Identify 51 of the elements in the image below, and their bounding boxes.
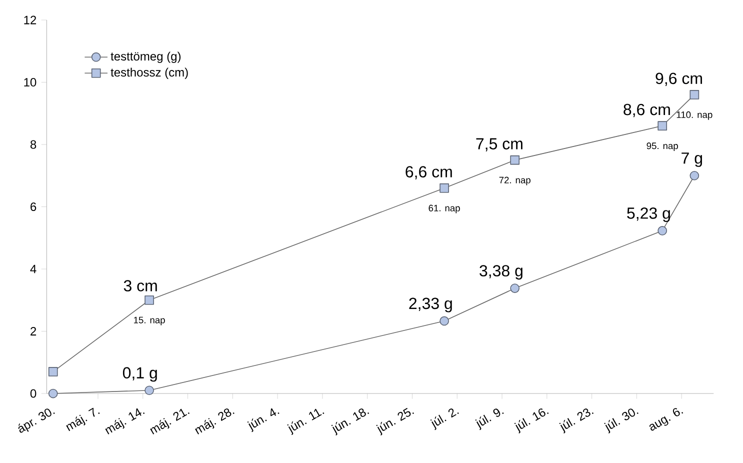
- legend-label: testtömeg (g): [110, 52, 181, 63]
- x-tick-label: júl. 23.: [559, 408, 594, 434]
- y-tick-label: 6: [30, 202, 36, 212]
- point: [144, 296, 154, 305]
- point: [48, 367, 58, 376]
- point: [440, 183, 449, 193]
- data-label: 3,38 g: [480, 265, 522, 280]
- annotation: 72. nap: [499, 176, 530, 186]
- y-tick-label: 2: [30, 327, 36, 336]
- data-label: 0,1 g: [122, 367, 157, 382]
- point: [690, 90, 700, 100]
- x-tick-label: jún. 4.: [247, 408, 280, 432]
- data-label: 7,5 cm: [476, 138, 522, 152]
- annotation: 61. nap: [428, 204, 460, 214]
- point: [658, 121, 668, 131]
- data-label: 5,23 g: [627, 208, 670, 222]
- point: [440, 316, 449, 326]
- annotation: 95. nap: [646, 142, 678, 152]
- x-tick-label: máj. 14.: [105, 408, 145, 434]
- x-tick-label: máj. 28.: [194, 408, 234, 434]
- y-tick-label: 12: [24, 16, 36, 24]
- point: [48, 388, 58, 398]
- y-tick-label: 8: [30, 140, 36, 149]
- y-tick-label: 0: [30, 389, 36, 398]
- x-tick-label: ápr. 30.: [18, 408, 55, 433]
- annotation: 15. nap: [134, 316, 165, 326]
- data-label: 8,6 cm: [624, 104, 670, 118]
- x-tick-label: júl. 2.: [430, 408, 459, 430]
- point: [510, 155, 520, 165]
- point: [658, 226, 668, 236]
- data-label: 6,6 cm: [406, 166, 452, 180]
- x-tick-label: júl. 16.: [514, 408, 549, 434]
- x-tick-label: jún. 18.: [331, 408, 370, 436]
- data-label: 7 g: [682, 152, 702, 167]
- annotation: 110. nap: [676, 111, 712, 120]
- y-tick-label: 10: [24, 78, 36, 87]
- x-tick-label: aug. 6.: [649, 408, 684, 431]
- point: [690, 171, 700, 180]
- x-tick-label: máj. 21.: [150, 408, 190, 434]
- x-tick-label: júl. 30.: [604, 408, 638, 434]
- x-tick-label: jún. 25.: [376, 408, 414, 436]
- point: [510, 284, 520, 294]
- data-label: 2,33 g: [409, 298, 452, 312]
- data-label: 3 cm: [124, 280, 157, 292]
- data-label: 9,6 cm: [656, 72, 702, 86]
- legend-label: testhossz (cm): [110, 68, 188, 80]
- x-tick-label: jún. 11.: [287, 408, 324, 436]
- x-tick-label: júl. 9.: [475, 408, 504, 430]
- y-tick-label: 4: [30, 264, 36, 274]
- x-tick-label: máj. 7.: [66, 408, 100, 432]
- point: [144, 386, 154, 396]
